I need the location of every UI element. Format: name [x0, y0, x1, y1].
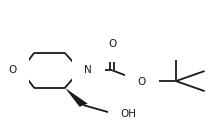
Text: OH: OH: [121, 109, 137, 119]
Text: N: N: [84, 65, 92, 75]
Polygon shape: [65, 88, 88, 107]
Text: O: O: [9, 65, 17, 75]
Text: O: O: [138, 77, 146, 87]
Text: O: O: [108, 39, 116, 49]
